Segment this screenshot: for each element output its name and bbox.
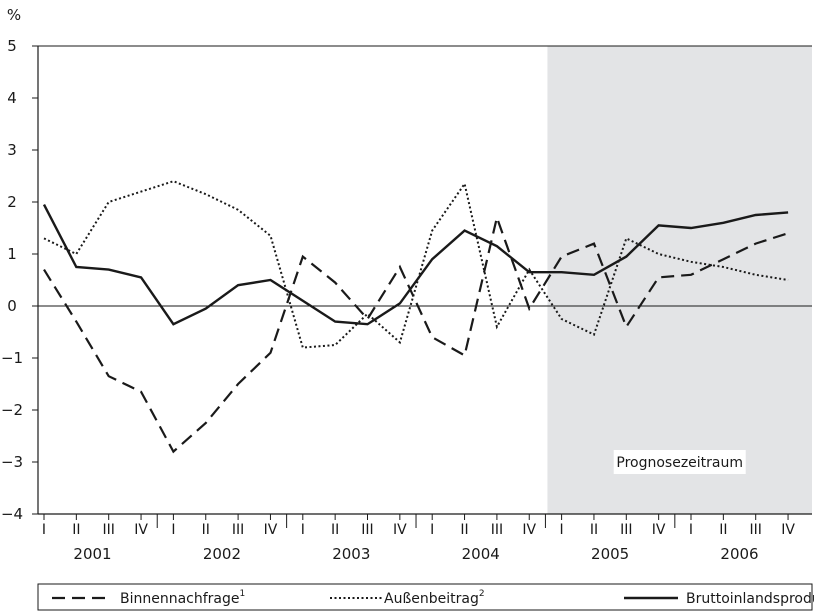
x-quarter-label: I [171,522,175,538]
y-tick-label: −2 [1,401,23,419]
x-year-label: 2005 [591,545,629,563]
x-quarter-label: IV [134,522,148,538]
legend: Binnennachfrage1 Außenbeitrag2 Bruttoinlan… [37,583,814,611]
x-axis: I II III IV I II III IV I II III IV I II III IV I II III IV… [38,513,812,563]
forecast-shading [547,46,812,514]
legend-label: Binnennachfrage1 [120,589,245,607]
legend-label: Außenbeitrag2 [384,589,485,607]
x-quarter-label: I [560,522,564,538]
x-quarter-label: IV [393,522,407,538]
legend-footnote: 2 [479,589,485,599]
series-lines [42,180,789,454]
x-year-label: 2001 [73,545,111,563]
y-tick-label: 2 [7,193,17,211]
x-quarter-label: III [232,522,244,538]
series-line-außenbeitrag [43,180,789,349]
x-year-label: 2006 [720,545,758,563]
x-quarter-label: II [72,522,80,538]
x-quarter-label: I [301,522,305,538]
series-line-bruttoinlandsprodukt [42,204,789,326]
x-quarter-label: I [42,522,46,538]
x-quarter-label: III [750,522,762,538]
x-year-label: 2004 [462,545,500,563]
x-quarter-label: IV [781,522,795,538]
x-quarter-label: II [331,522,339,538]
x-quarter-label: IV [264,522,278,538]
y-tick-label: −3 [1,453,23,471]
x-quarter-label: II [460,522,468,538]
x-quarter-label: III [103,522,115,538]
y-axis: 5 4 3 2 1 0 −1 −2 −3 −4 [1,37,812,523]
y-tick-label: 4 [7,89,17,107]
y-tick-label: −1 [1,349,23,367]
legend-footnote: 1 [240,589,246,599]
x-quarter-label: I [689,522,693,538]
y-axis-unit-label: % [7,6,21,24]
y-tick-label: 1 [7,245,17,263]
x-year-label: 2003 [332,545,370,563]
y-tick-label: 5 [7,37,17,55]
forecast-label-box [613,450,746,474]
x-quarter-label: II [590,522,598,538]
x-quarter-label: IV [522,522,536,538]
forecast-label: Prognosezeitraum [616,455,743,471]
legend-label: Bruttoinlandsprodukt1 [686,589,814,607]
x-quarter-label: II [202,522,210,538]
y-tick-label: 0 [7,297,17,315]
x-quarter-label: III [620,522,632,538]
y-tick-label: −4 [1,505,23,523]
x-year-label: 2002 [203,545,241,563]
x-quarter-label: II [719,522,727,538]
x-quarter-label: IV [652,522,666,538]
x-quarter-label: I [430,522,434,538]
legend-box [37,583,813,611]
x-quarter-label: III [361,522,373,538]
y-tick-label: 3 [7,141,17,159]
x-quarter-label: III [491,522,503,538]
series-line-binnennachfrage [43,213,789,454]
